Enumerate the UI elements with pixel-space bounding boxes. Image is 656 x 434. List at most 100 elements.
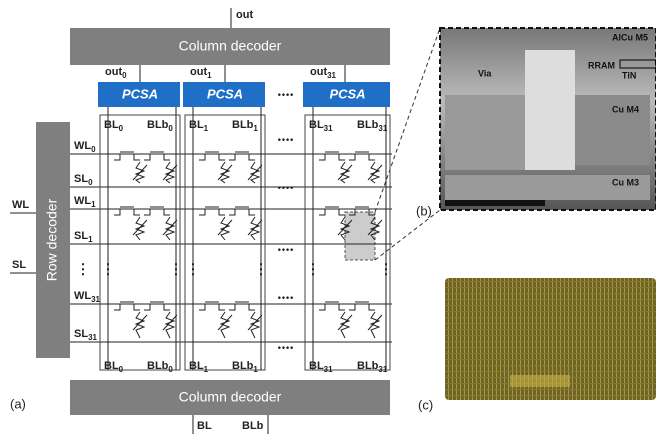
vertical-ellipsis: ⋮ xyxy=(254,261,268,277)
transistor xyxy=(229,152,255,160)
out-label-sub: 0 xyxy=(122,71,127,80)
out-label: out0 xyxy=(105,66,127,80)
wl-label-sub: 1 xyxy=(91,200,96,209)
bl-label: BL31 xyxy=(309,360,333,374)
column-frame xyxy=(185,115,265,370)
bl-label-main: BL xyxy=(309,119,324,131)
out-label-main: out xyxy=(190,66,207,78)
rram-arrow xyxy=(133,165,147,180)
transistor xyxy=(319,152,345,160)
bl-label-sub: 0 xyxy=(119,365,124,374)
blb-label-sub: 1 xyxy=(253,365,258,374)
transistor xyxy=(199,302,225,310)
blb-label: BLb xyxy=(242,420,264,432)
rram-arrow xyxy=(218,220,232,235)
sl-label-main: SL xyxy=(74,173,88,185)
sem-label: RRAM xyxy=(588,60,615,70)
transistor xyxy=(199,207,225,215)
sem-layer xyxy=(525,50,575,170)
sem-label: Cu M4 xyxy=(612,104,639,114)
rram-arrow xyxy=(218,315,232,330)
vertical-ellipsis: ⋮ xyxy=(76,261,90,277)
pcsa-label: PCSA xyxy=(122,86,158,101)
wl-label-main: WL xyxy=(74,195,91,207)
transistor xyxy=(144,152,170,160)
bl-label: BL xyxy=(197,420,212,432)
sl-label: SL1 xyxy=(74,230,93,244)
rram-arrow xyxy=(133,220,147,235)
bl-label: BL0 xyxy=(104,360,124,374)
wl-label-main: WL xyxy=(74,290,91,302)
out-label-sub: 1 xyxy=(207,71,212,80)
sem-layer xyxy=(445,95,525,170)
sl-label: SL31 xyxy=(74,328,98,342)
row-decoder-label: Row decoder xyxy=(44,198,60,281)
out-label-main: out xyxy=(310,66,327,78)
bl-label-sub: 1 xyxy=(204,124,209,133)
transistor xyxy=(144,302,170,310)
blb-label: BLb31 xyxy=(357,360,388,374)
vertical-ellipsis: ⋮ xyxy=(101,261,115,277)
bl-label-sub: 0 xyxy=(119,124,124,133)
sl-label: SL0 xyxy=(74,173,93,187)
sem-label: TiN xyxy=(622,70,636,80)
column-decoder-label: Column decoder xyxy=(179,38,282,54)
out-label-main: out xyxy=(105,66,122,78)
rram-arrow xyxy=(248,315,262,330)
blb-label-main: BLb xyxy=(147,360,169,372)
vertical-ellipsis: ⋮ xyxy=(306,261,320,277)
transistor xyxy=(319,207,345,215)
rram-arrow xyxy=(218,165,232,180)
ellipsis: •••• xyxy=(278,292,295,302)
rram-arrow xyxy=(338,165,352,180)
out-label: out1 xyxy=(190,66,212,80)
bl-label-main: BL xyxy=(309,360,324,372)
bl-label: BL1 xyxy=(189,119,209,133)
chip-region xyxy=(510,375,570,387)
sl-label: SL xyxy=(12,259,26,271)
wl-label-sub: 0 xyxy=(91,145,96,154)
rram-arrow xyxy=(248,165,262,180)
transistor xyxy=(319,302,345,310)
rram xyxy=(251,217,259,240)
sl-label-sub: 0 xyxy=(88,178,93,187)
ellipsis: •••• xyxy=(278,342,295,352)
wl-label-main: WL xyxy=(74,140,91,152)
ellipsis: •••• xyxy=(278,182,295,192)
ellipsis: •••• xyxy=(278,134,295,144)
blb-label-main: BLb xyxy=(232,119,254,131)
blb-label-sub: 0 xyxy=(168,365,173,374)
panel-label: (c) xyxy=(418,397,433,412)
rram-arrow xyxy=(133,315,147,330)
panel-label: (a) xyxy=(10,396,26,411)
wl-label: WL0 xyxy=(74,140,96,154)
column-decoder-label: Column decoder xyxy=(179,389,282,405)
blb-label-sub: 1 xyxy=(253,124,258,133)
panel-label: (b) xyxy=(416,203,432,218)
rram-arrow xyxy=(163,165,177,180)
figure: out Column decoder Row decoder WL SL (a)… xyxy=(0,0,656,434)
blb-label: BLb0 xyxy=(147,119,173,133)
rram-arrow xyxy=(368,315,382,330)
bl-label: BL0 xyxy=(104,119,124,133)
bl-label-main: BL xyxy=(189,119,204,131)
transistor xyxy=(114,207,140,215)
blb-label-sub: 31 xyxy=(378,365,387,374)
pcsa-label: PCSA xyxy=(329,86,365,101)
scale-bar xyxy=(445,200,545,206)
blb-label-main: BLb xyxy=(357,360,379,372)
transistor xyxy=(229,302,255,310)
blb-label-sub: 31 xyxy=(378,124,387,133)
rram-arrow xyxy=(248,220,262,235)
transistor xyxy=(349,152,375,160)
pcsa-label: PCSA xyxy=(207,86,243,101)
blb-label: BLb0 xyxy=(147,360,173,374)
rram xyxy=(166,217,174,240)
bl-label-sub: 31 xyxy=(324,124,333,133)
transistor xyxy=(199,152,225,160)
transistor xyxy=(229,207,255,215)
sl-label-main: SL xyxy=(74,328,88,340)
bl-label-sub: 31 xyxy=(324,365,333,374)
blb-label: BLb1 xyxy=(232,119,258,133)
wl-label: WL31 xyxy=(74,290,101,304)
